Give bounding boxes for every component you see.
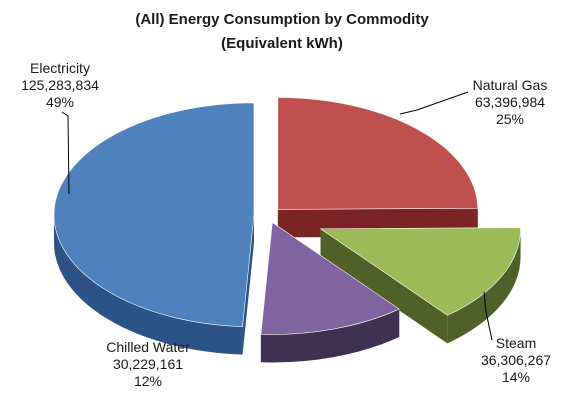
label-name-chilled-water: Chilled Water — [106, 339, 190, 355]
label-percent-natural-gas: 25% — [496, 111, 524, 127]
label-percent-chilled-water: 12% — [134, 373, 162, 389]
slice-chilled-water — [260, 221, 400, 363]
label-value-electricity: 125,283,834 — [21, 77, 99, 93]
slices-layer — [53, 97, 521, 363]
slice-electricity-top — [53, 102, 255, 327]
leader-line-steam — [483, 291, 493, 341]
slice-electricity-outer-wall — [54, 214, 243, 355]
label-name-electricity: Electricity — [30, 60, 90, 76]
label-value-steam: 36,306,267 — [481, 352, 551, 368]
leader-line-electricity — [61, 111, 70, 195]
label-percent-electricity: 49% — [46, 94, 74, 110]
slice-steam-top — [319, 227, 521, 316]
slice-chilled-water-outer-wall — [260, 309, 400, 363]
label-name-steam: Steam — [496, 335, 536, 351]
slice-steam-wall-end — [320, 228, 448, 344]
label-value-natural-gas: 63,396,984 — [475, 94, 545, 110]
label-name-natural-gas: Natural Gas — [473, 77, 548, 93]
chart-title: (All) Energy Consumption by Commodity — [135, 11, 429, 28]
chart-subtitle: (Equivalent kWh) — [221, 35, 343, 52]
data-labels: Natural Gas63,396,98425%Steam36,306,2671… — [21, 60, 551, 389]
slice-electricity — [53, 102, 255, 355]
label-percent-steam: 14% — [502, 369, 530, 385]
leader-line-natural-gas — [399, 91, 469, 115]
label-value-chilled-water: 30,229,161 — [113, 356, 183, 372]
slice-steam-outer-wall — [447, 228, 521, 344]
slice-chilled-water-top — [260, 221, 400, 335]
leader-lines — [61, 91, 493, 341]
slice-natural-gas-top — [277, 97, 479, 210]
slice-electricity-wall-start — [242, 214, 255, 355]
slice-steam — [319, 227, 521, 344]
slice-natural-gas — [277, 97, 479, 238]
